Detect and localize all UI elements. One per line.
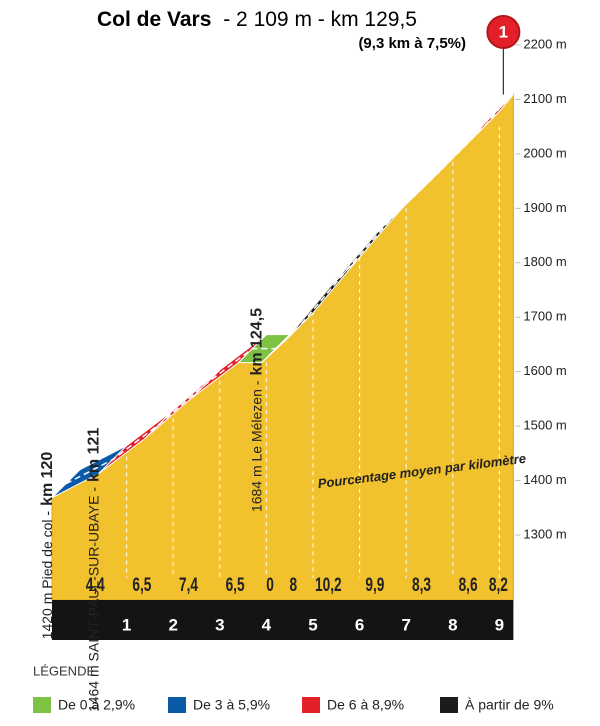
summit-marker-label: 1: [499, 22, 508, 41]
annotation: 1684 m Le Mélezen - km 124,5: [248, 308, 266, 512]
summit-marker: [486, 15, 521, 49]
annotation-text: 1420 m Pied de col -: [39, 511, 55, 640]
legend-swatch: [168, 697, 186, 713]
y-tick-label: 1500 m: [523, 418, 566, 433]
legend-label: À partir de 9%: [465, 697, 554, 713]
chart-title: Col de Vars - 2 109 m - km 129,5: [97, 8, 417, 31]
y-tick-label: 2000 m: [523, 145, 566, 160]
y-tick-label: 1800 m: [523, 254, 566, 269]
x-tick-label: 8: [448, 615, 457, 634]
gradient-label: 4,4: [86, 574, 106, 596]
x-tick-label: 1: [122, 615, 131, 634]
y-tick-label: 1300 m: [523, 526, 566, 541]
y-tick-label: 1600 m: [523, 363, 566, 378]
gradient-label: 6,5: [132, 574, 151, 596]
x-tick-label: 9: [495, 615, 504, 634]
y-tick-label: 2200 m: [523, 36, 566, 51]
title-name: Col de Vars: [97, 8, 211, 31]
plot: 4,4 6,5 7,4 6,5 0 8 10,2 9,9 8,3 8,6 8,21 2 3 4 5 6 7 8 91…: [33, 15, 567, 713]
annotation: 1420 m Pied de col - km 120: [39, 452, 57, 640]
km-strip: [52, 600, 514, 640]
gradient-label: 0: [266, 574, 274, 596]
profile-centre-line: [65, 108, 500, 485]
gradient-label: 8,2: [489, 574, 508, 596]
annotation-km: km 120: [39, 452, 56, 506]
legend-label: De 3 à 5,9%: [193, 697, 270, 713]
legend-swatch: [33, 697, 51, 713]
gradient-label: 9,9: [365, 574, 384, 596]
title-detail: - 2 109 m - km 129,5: [223, 8, 417, 31]
gradient-label: 10,2: [315, 574, 342, 596]
x-tick-label: 6: [355, 615, 364, 634]
x-tick-label: 2: [168, 615, 177, 634]
legend-label: De 0 à 2,9%: [58, 697, 135, 713]
x-tick-label: 4: [262, 615, 272, 634]
y-tick-label: 1700 m: [523, 309, 566, 324]
profile-face: [51, 93, 514, 601]
annotation-km: km 124,5: [249, 308, 266, 376]
x-tick-label: 5: [308, 615, 317, 634]
annotation-km: km 121: [86, 428, 103, 482]
gradient-label: 7,4: [179, 574, 199, 596]
legend-swatch: [302, 697, 320, 713]
gradient-label: 8,3: [412, 574, 431, 596]
annotation-text: 1464 m SAINT-PAUL-SUR-UBAYE -: [85, 487, 101, 712]
annotation: 1464 m SAINT-PAUL-SUR-UBAYE - km 121: [85, 428, 103, 712]
y-tick-label: 1900 m: [523, 200, 566, 215]
y-tick-label: 1400 m: [523, 472, 566, 487]
legend-swatch: [440, 697, 458, 713]
legend-label: De 6 à 8,9%: [327, 697, 404, 713]
x-tick-label: 7: [401, 615, 410, 634]
annotation-text: 1684 m Le Mélezen -: [248, 380, 264, 512]
gradient-label: 6,5: [226, 574, 245, 596]
legend-title: LÉGENDE: [33, 663, 95, 678]
x-tick-label: 3: [215, 615, 224, 634]
gradient-label: 8,6: [459, 574, 478, 596]
gradient-label: 8: [290, 574, 298, 596]
y-tick-label: 2100 m: [523, 91, 566, 106]
subtitle: (9,3 km à 7,5%): [358, 35, 466, 52]
